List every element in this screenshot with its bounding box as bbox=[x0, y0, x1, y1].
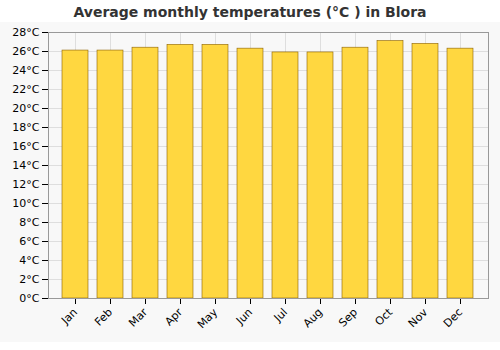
svg-text:Jan: Jan bbox=[58, 306, 80, 328]
svg-text:0°C: 0°C bbox=[19, 292, 39, 305]
svg-text:10°C: 10°C bbox=[12, 197, 39, 210]
svg-text:18°C: 18°C bbox=[12, 121, 39, 134]
svg-text:22°C: 22°C bbox=[12, 83, 39, 96]
svg-text:Oct: Oct bbox=[372, 305, 395, 328]
svg-text:Feb: Feb bbox=[92, 306, 115, 329]
svg-text:24°C: 24°C bbox=[12, 64, 39, 77]
svg-text:12°C: 12°C bbox=[12, 178, 39, 191]
html-text:Average monthly temperatures (: Average monthly temperatures (°C ) in Bl… bbox=[73, 4, 427, 20]
svg-text:14°C: 14°C bbox=[12, 159, 39, 172]
svg-text:Jun: Jun bbox=[233, 306, 255, 328]
svg-text:Nov: Nov bbox=[406, 305, 431, 330]
svg-text:2°C: 2°C bbox=[19, 273, 39, 286]
svg-text:Sep: Sep bbox=[336, 306, 360, 330]
svg-text:6°C: 6°C bbox=[19, 235, 39, 248]
svg-text:Dec: Dec bbox=[441, 306, 465, 330]
svg-text:16°C: 16°C bbox=[12, 140, 39, 153]
svg-text:Apr: Apr bbox=[162, 305, 185, 328]
svg-text:20°C: 20°C bbox=[12, 102, 39, 115]
svg-text:May: May bbox=[195, 305, 221, 331]
svg-text:8°C: 8°C bbox=[19, 216, 39, 229]
svg-text:26°C: 26°C bbox=[12, 45, 39, 58]
svg-text:4°C: 4°C bbox=[19, 254, 39, 267]
svg-text:Aug: Aug bbox=[301, 306, 325, 330]
svg-text:Jul: Jul bbox=[271, 306, 290, 325]
svg-text:28°C: 28°C bbox=[12, 26, 39, 39]
svg-text:Mar: Mar bbox=[126, 305, 150, 329]
